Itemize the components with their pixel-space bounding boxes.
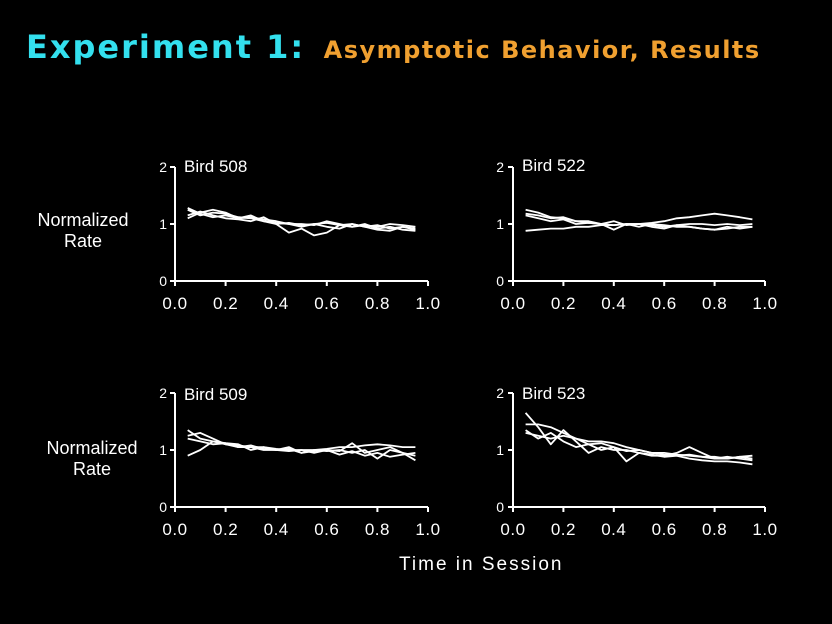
y-tick-label: 2 (496, 385, 504, 401)
y-tick-label: 2 (496, 159, 504, 175)
x-tick-label: 0.0 (500, 294, 525, 313)
x-tick-label: 0.8 (702, 520, 727, 539)
series-line (525, 432, 753, 466)
y-tick-label: 0 (496, 499, 504, 515)
y-tick-label: 2 (159, 159, 167, 175)
x-tick-label: 0.4 (264, 294, 289, 313)
y-axis-label-top: Normalized Rate (28, 210, 138, 252)
x-tick-label: 1.0 (752, 520, 777, 539)
chart-panel: 0 1 2 0.0 0.2 0.4 0.6 0.8 1.0 Bird 509 (159, 385, 440, 539)
y-tick-label: 0 (496, 273, 504, 289)
series-line (525, 214, 753, 231)
y-tick-label: 2 (159, 385, 167, 401)
x-tick-label: 1.0 (415, 294, 440, 313)
title-main: Experiment 1: (26, 28, 306, 66)
x-tick-label: 0.0 (500, 520, 525, 539)
x-tick-label: 0.4 (601, 294, 626, 313)
y-axis-label-text: Normalized Rate (46, 438, 138, 479)
x-tick-label: 0.2 (551, 520, 576, 539)
slide-title: Experiment 1: Asymptotic Behavior, Resul… (26, 28, 761, 66)
y-tick-label: 1 (159, 216, 167, 232)
y-tick-label: 0 (159, 273, 167, 289)
x-tick-label: 0.8 (365, 520, 390, 539)
x-tick-label: 0.2 (551, 294, 576, 313)
series-line (187, 208, 416, 228)
x-tick-label: 0.2 (213, 294, 238, 313)
chart-panel: 0 1 2 0.0 0.2 0.4 0.6 0.8 1.0 Bird 523 (496, 384, 777, 539)
title-sub: Asymptotic Behavior, Results (323, 36, 761, 64)
x-tick-label: 0.8 (365, 294, 390, 313)
x-tick-label: 0.6 (652, 520, 677, 539)
x-tick-label: 0.6 (652, 294, 677, 313)
y-tick-label: 1 (159, 442, 167, 458)
series-line (187, 431, 416, 462)
x-tick-label: 0.6 (314, 520, 339, 539)
x-tick-label: 0.4 (601, 520, 626, 539)
chart-panel: 0 1 2 0.0 0.2 0.4 0.6 0.8 1.0 Bird 522 (496, 156, 777, 313)
x-tick-label: 0.2 (213, 520, 238, 539)
series-line (525, 429, 753, 463)
x-tick-label: 0.4 (264, 520, 289, 539)
series-line (187, 437, 416, 458)
y-axis-label-text: Normalized Rate (37, 210, 129, 251)
x-tick-label: 0.0 (162, 294, 187, 313)
x-axis-label: Time in Session (399, 554, 564, 575)
panel-title: Bird 523 (522, 384, 585, 403)
y-tick-label: 1 (496, 442, 504, 458)
x-tick-label: 0.8 (702, 294, 727, 313)
x-tick-label: 1.0 (752, 294, 777, 313)
x-tick-label: 0.6 (314, 294, 339, 313)
x-tick-label: 1.0 (415, 520, 440, 539)
chart-panel: 0 1 2 0.0 0.2 0.4 0.6 0.8 1.0 Bird 508 (159, 157, 440, 313)
panel-title: Bird 522 (522, 156, 585, 175)
y-tick-label: 0 (159, 499, 167, 515)
y-axis-label-bottom: Normalized Rate (37, 438, 147, 480)
series-line (187, 207, 416, 231)
x-tick-label: 0.0 (162, 520, 187, 539)
panel-title: Bird 508 (184, 157, 247, 176)
series-line (187, 210, 416, 232)
y-tick-label: 1 (496, 216, 504, 232)
panel-title: Bird 509 (184, 385, 247, 404)
series-line (187, 208, 416, 237)
